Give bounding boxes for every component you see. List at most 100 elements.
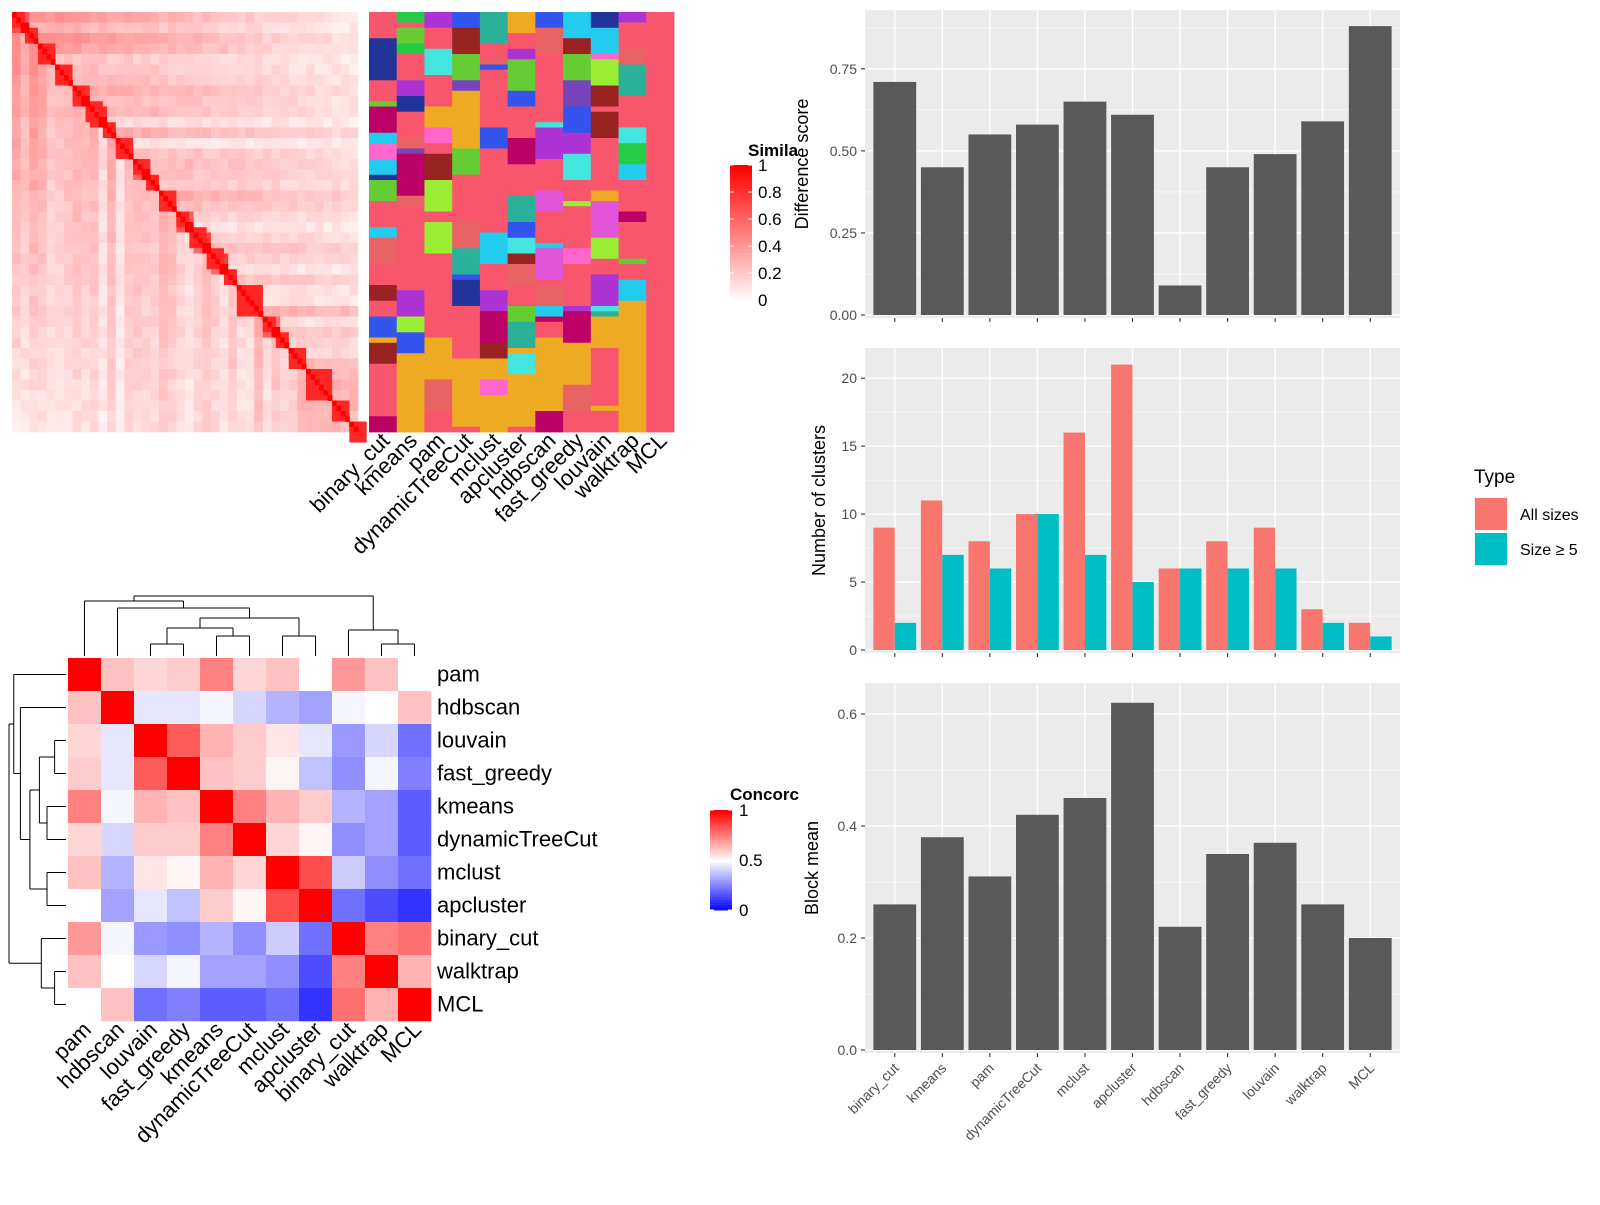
similarity-cell	[202, 159, 212, 170]
concordance-cell	[167, 724, 201, 758]
bar-all-sizes	[1301, 609, 1323, 650]
similarity-cell	[133, 85, 143, 97]
similarity-cell	[280, 222, 290, 233]
similarity-diagonal-cell	[275, 332, 281, 338]
concordance-cell	[266, 922, 300, 956]
similarity-diagonal-cell	[150, 180, 156, 186]
bar	[968, 876, 1012, 1050]
similarity-cell	[98, 64, 108, 76]
similarity-cell	[288, 75, 298, 86]
similarity-diagonal-cell	[236, 285, 242, 291]
similarity-diagonal-cell	[301, 363, 307, 370]
similarity-cell	[280, 201, 290, 212]
similarity-cell	[210, 22, 220, 34]
similarity-cell	[12, 201, 21, 212]
similarity-cell	[332, 64, 341, 76]
similarity-cell	[72, 106, 82, 118]
similarity-cell	[245, 159, 255, 170]
bar-all-sizes	[968, 541, 990, 650]
concordance-row-label-apcluster: apcluster	[437, 893, 526, 918]
cluster-label-cell	[590, 106, 619, 113]
similarity-cell	[133, 148, 143, 160]
similarity-cell	[314, 232, 324, 244]
bar	[1348, 938, 1392, 1050]
cluster-label-cell	[590, 85, 619, 107]
similarity-cell	[37, 201, 47, 212]
cluster-label-cell	[618, 180, 647, 212]
y-tick-label: 0.0	[838, 1042, 858, 1058]
similarity-cell	[89, 159, 99, 170]
cluster-label-cell	[618, 395, 647, 412]
cluster-label-cell	[452, 148, 481, 176]
cluster-label-cell	[396, 111, 425, 139]
similarity-cell	[236, 138, 246, 149]
concordance-legend-gradient	[710, 877, 732, 881]
concordance-legend-gradient	[710, 905, 732, 908]
similarity-cell	[297, 106, 307, 118]
similarity-diagonal-cell	[20, 22, 26, 29]
similarity-cell	[141, 211, 151, 223]
similarity-cell	[236, 264, 246, 275]
similarity-cell	[332, 43, 341, 55]
similarity-cell	[55, 379, 65, 391]
cluster-label-cell	[535, 411, 564, 433]
concordance-legend-gradient	[710, 810, 732, 813]
similarity-cell	[29, 138, 39, 149]
similarity-cell	[72, 285, 82, 296]
similarity-cell	[98, 159, 108, 170]
similarity-cell	[340, 33, 350, 44]
similarity-cell	[245, 264, 255, 275]
similarity-cell	[159, 369, 168, 380]
similarity-cell	[167, 295, 177, 307]
similarity-cell	[141, 274, 151, 286]
cluster-label-cell	[452, 248, 481, 275]
similarity-cell	[150, 306, 160, 317]
similarity-cell	[98, 316, 108, 328]
similarity-cell	[107, 159, 117, 170]
similarity-cell	[254, 127, 264, 139]
similarity-cell	[55, 264, 65, 275]
similarity-cell	[245, 211, 255, 223]
bar	[1111, 702, 1154, 1050]
concordance-legend-gradient	[710, 815, 732, 818]
similarity-cell	[63, 43, 73, 55]
similarity-cell	[210, 232, 220, 244]
similarity-cell	[55, 348, 65, 359]
similarity-cell	[98, 264, 108, 275]
similarity-cell	[306, 33, 316, 44]
similarity-legend-gradient	[730, 192, 752, 196]
similarity-cell	[159, 22, 168, 34]
similarity-cell	[314, 159, 324, 170]
similarity-cell	[245, 64, 255, 76]
similarity-cell	[349, 411, 359, 422]
cluster-label-cell	[618, 211, 647, 223]
concordance-cell	[167, 691, 201, 725]
similarity-cell	[98, 295, 108, 307]
similarity-cell	[124, 337, 134, 349]
concordance-cell	[266, 988, 300, 1022]
cluster-label-cell	[479, 43, 509, 60]
bar-all-sizes	[1206, 541, 1228, 650]
similarity-cell	[167, 253, 177, 265]
cluster-label-cell	[535, 232, 564, 244]
similarity-cell	[124, 159, 134, 170]
similarity-cell	[280, 285, 290, 296]
similarity-cell	[98, 306, 108, 317]
similarity-cell	[219, 127, 229, 139]
similarity-cell	[167, 348, 177, 359]
similarity-cell	[306, 127, 316, 139]
y-tick-label: 0.6	[838, 706, 858, 722]
similarity-cell	[185, 33, 194, 44]
similarity-cell	[29, 253, 39, 265]
similarity-cell	[89, 400, 99, 412]
similarity-cell	[219, 85, 229, 97]
concordance-cell	[299, 889, 333, 923]
similarity-cell	[72, 190, 82, 202]
concordance-cell	[332, 922, 366, 956]
similarity-cell	[254, 390, 264, 401]
cluster-label-cell	[507, 48, 536, 60]
concordance-legend-gradient	[710, 812, 732, 816]
similarity-cell	[124, 54, 134, 65]
similarity-cell	[236, 180, 246, 191]
similarity-cell	[306, 12, 316, 23]
